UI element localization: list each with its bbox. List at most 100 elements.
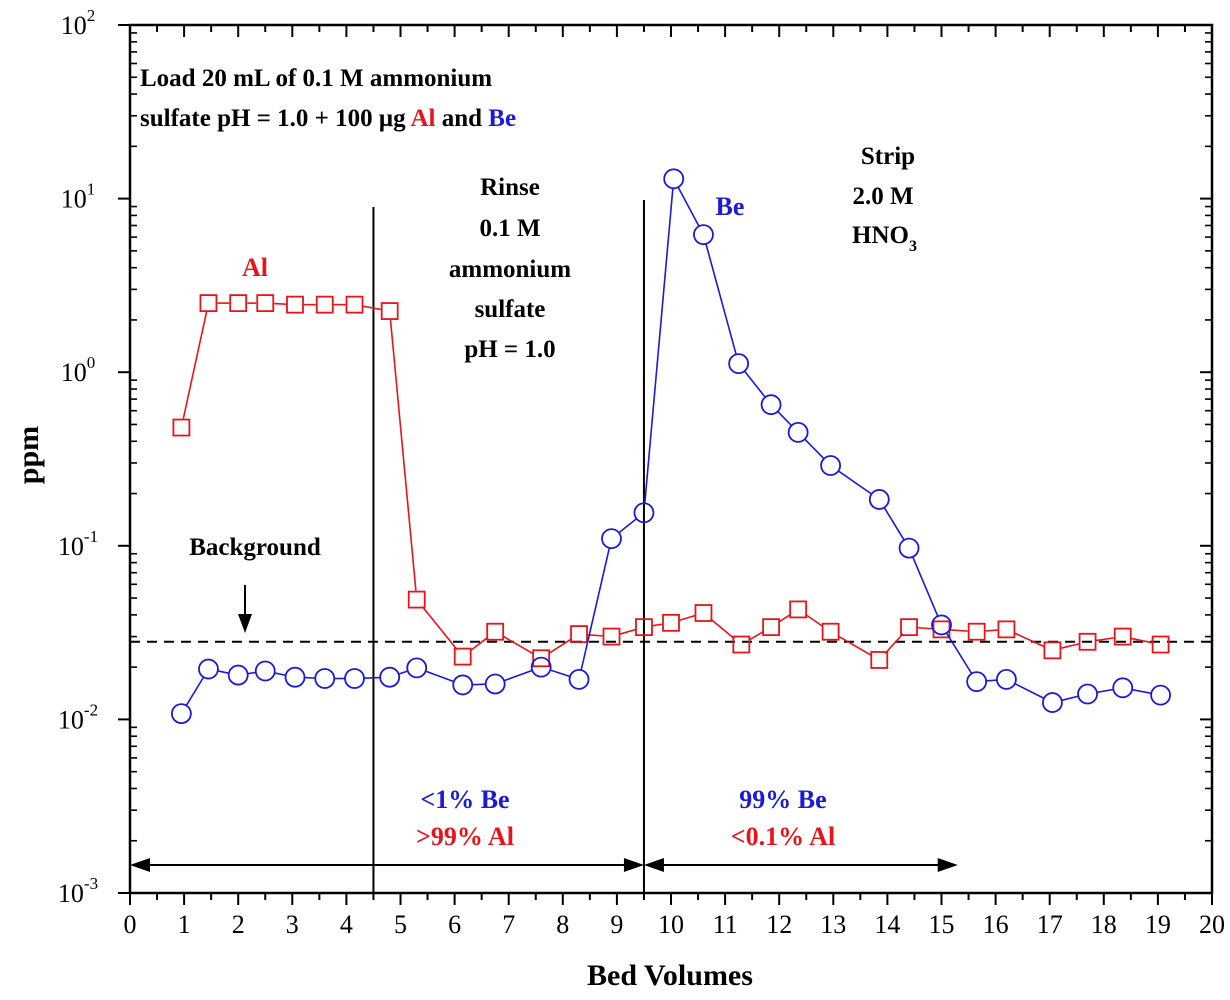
be-point xyxy=(254,660,276,682)
al-segment xyxy=(469,636,489,652)
y-axis-label: ppm xyxy=(12,426,45,484)
be-point xyxy=(170,703,192,724)
al-segment xyxy=(837,635,872,657)
load-annotation-line2: sulfate pH = 1.0 + 100 μg Al and Be xyxy=(140,105,516,132)
be-segment xyxy=(1014,682,1045,700)
al-segment xyxy=(1060,643,1080,649)
al-point xyxy=(532,649,551,668)
x-tick-label-1: 1 xyxy=(178,910,191,939)
be-point xyxy=(406,657,428,679)
x-tick-label-4: 4 xyxy=(340,910,353,939)
al-point xyxy=(570,625,588,643)
rinse-line-2: 0.1 M xyxy=(479,215,540,242)
al-series-label: Al xyxy=(242,253,268,282)
series-al xyxy=(172,294,1170,669)
al-point xyxy=(229,294,248,313)
al-point xyxy=(1113,627,1132,646)
y-tick-label-0: 100 xyxy=(61,353,96,387)
al-point xyxy=(635,618,653,637)
al-segment xyxy=(950,629,968,632)
al-segment xyxy=(884,633,904,654)
be-point xyxy=(314,668,336,689)
x-tick-label-3: 3 xyxy=(286,910,299,939)
load-annotation-line1: Load 20 mL of 0.1 M ammonium xyxy=(140,65,492,92)
al-point xyxy=(997,620,1016,639)
strip-hno-subscript: 3 xyxy=(909,238,917,255)
series-be xyxy=(170,168,1172,724)
al-segment xyxy=(421,606,458,651)
be-segment xyxy=(1096,688,1115,694)
strip-line-2: 2.0 M xyxy=(852,183,913,210)
x-tick-label-11: 11 xyxy=(713,910,738,939)
be-segment xyxy=(246,671,257,675)
x-tick-label-7: 7 xyxy=(502,910,515,939)
plot-frame xyxy=(128,23,1214,895)
be-segment xyxy=(503,669,533,682)
al-segment xyxy=(1131,637,1152,644)
al-segment xyxy=(652,623,663,627)
al-segment xyxy=(502,635,534,655)
x-tick-label-9: 9 xyxy=(610,910,623,939)
x-tick-label-17: 17 xyxy=(1037,910,1063,939)
load-line2-text-a: sulfate pH = 1.0 + 100 μg xyxy=(140,105,410,132)
be-segment xyxy=(618,517,638,534)
be-point xyxy=(1150,684,1172,706)
be-point xyxy=(868,489,890,510)
be-segment xyxy=(985,679,998,682)
be-point xyxy=(1042,692,1063,713)
be-point xyxy=(601,528,622,550)
y-tick-label-1: 101 xyxy=(61,180,96,214)
be-point xyxy=(568,668,590,690)
al-segment xyxy=(1014,632,1045,648)
x-tick-label-20: 20 xyxy=(1199,910,1225,939)
al-point xyxy=(486,622,505,641)
be-segment xyxy=(424,670,455,683)
al-segment xyxy=(778,613,792,623)
be-point xyxy=(787,422,809,443)
be-segment xyxy=(945,632,973,675)
al-point xyxy=(286,295,304,314)
be-segment xyxy=(677,186,700,228)
be-point xyxy=(898,537,920,559)
be-point xyxy=(284,666,306,688)
al-segment xyxy=(619,628,636,635)
be-segment xyxy=(217,670,230,675)
strip-line-3: HNO3 xyxy=(852,222,917,255)
y-tick-label-2: 102 xyxy=(61,6,96,40)
x-tick-label-16: 16 xyxy=(983,910,1009,939)
al-segment xyxy=(1096,637,1114,642)
al-point xyxy=(407,590,426,609)
left-range-arrow-head-right xyxy=(623,858,644,872)
be-point xyxy=(931,614,952,636)
al-point xyxy=(900,618,918,637)
x-tick-label-14: 14 xyxy=(874,910,900,939)
al-point xyxy=(453,647,472,666)
be-segment xyxy=(837,470,873,495)
rinse-line-1: Rinse xyxy=(480,174,540,201)
strip-line-1: Strip xyxy=(861,143,915,170)
be-series-label: Be xyxy=(716,192,745,221)
x-axis-label: Bed Volumes xyxy=(587,959,753,992)
right-range-arrow-head-left xyxy=(643,858,664,872)
al-segment xyxy=(363,305,381,311)
y-tick-label--3: 10-3 xyxy=(58,874,98,908)
background-arrow-head xyxy=(238,614,252,633)
be-point xyxy=(996,668,1017,690)
load-line2-text-b: and xyxy=(435,105,488,132)
x-tick-label-2: 2 xyxy=(232,910,245,939)
be-point xyxy=(344,668,365,689)
be-segment xyxy=(185,676,205,707)
be-point xyxy=(530,656,552,678)
al-point xyxy=(256,294,275,313)
al-point xyxy=(345,295,364,314)
x-tick-label-0: 0 xyxy=(124,910,137,939)
be-point xyxy=(452,674,474,696)
chart-labels: Load 20 mL of 0.1 M ammonium sulfate pH … xyxy=(12,65,917,992)
be-point xyxy=(484,673,506,695)
be-point xyxy=(663,168,685,190)
be-point xyxy=(693,224,714,246)
al-segment xyxy=(389,319,417,591)
be-segment xyxy=(1060,695,1080,702)
load-line2-al: Al xyxy=(410,105,435,132)
